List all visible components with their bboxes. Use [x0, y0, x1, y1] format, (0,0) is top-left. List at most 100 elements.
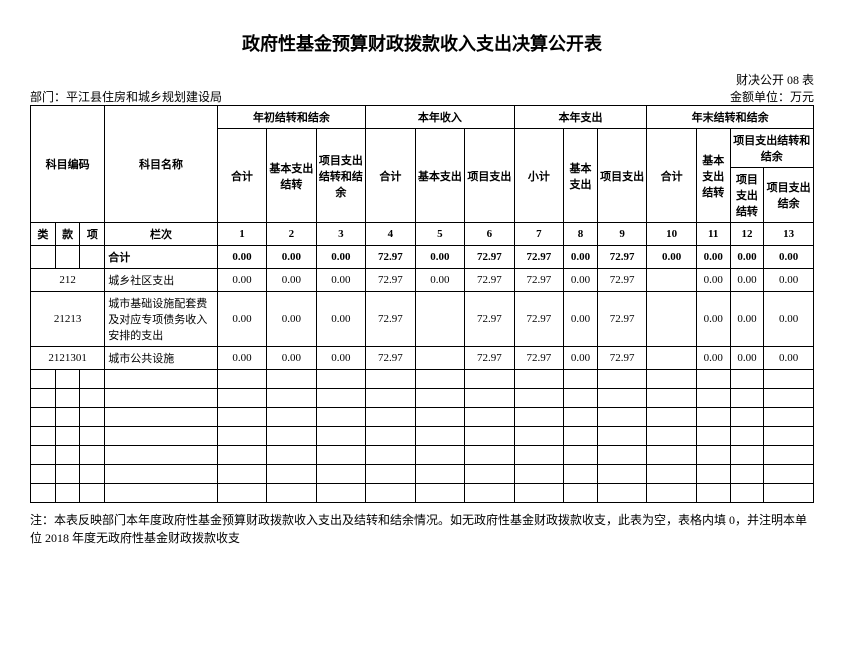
cell-empty: [415, 370, 464, 389]
cell-name: 合计: [105, 246, 217, 269]
cell-name: 城市基础设施配套费及对应专项债务收入安排的支出: [105, 292, 217, 347]
cell-empty: [597, 408, 647, 427]
cell-empty: [55, 408, 80, 427]
cell-value: 72.97: [597, 246, 647, 269]
cell-empty: [514, 408, 563, 427]
cell-empty: [465, 446, 515, 465]
colseq-10: 10: [647, 223, 696, 246]
hdr-proj-out-1: 项目支出: [465, 129, 515, 223]
cell-empty: [415, 389, 464, 408]
cell-empty: [465, 389, 515, 408]
hdr-basic-out-1: 基本支出: [415, 129, 464, 223]
cell-value: 72.97: [597, 347, 647, 370]
cell-code: [80, 246, 105, 269]
cell-empty: [696, 408, 730, 427]
cell-code: 212: [31, 269, 105, 292]
cell-empty: [597, 427, 647, 446]
cell-value: 0.00: [217, 246, 266, 269]
cell-empty: [597, 465, 647, 484]
cell-value: [415, 292, 464, 347]
cell-empty: [514, 427, 563, 446]
cell-empty: [55, 484, 80, 503]
hdr-basic-carry: 基本支出结转: [267, 129, 316, 223]
cell-empty: [31, 408, 56, 427]
cell-empty: [465, 465, 515, 484]
hdr-total-3: 合计: [647, 129, 696, 223]
cell-value: 0.00: [267, 246, 316, 269]
cell-empty: [267, 484, 316, 503]
cell-empty: [80, 408, 105, 427]
colseq-5: 5: [415, 223, 464, 246]
cell-name: 城乡社区支出: [105, 269, 217, 292]
cell-empty: [366, 427, 415, 446]
footnote: 注：本表反映部门本年度政府性基金预算财政拨款收入支出及结转和结余情况。如无政府性…: [30, 511, 814, 547]
cell-empty: [267, 446, 316, 465]
hdr-year-out: 本年支出: [514, 106, 647, 129]
cell-value: 72.97: [366, 292, 415, 347]
table-row: 合计0.000.000.0072.970.0072.9772.970.0072.…: [31, 246, 814, 269]
cell-value: 0.00: [267, 269, 316, 292]
hdr-sub: 项: [80, 223, 105, 246]
colseq-11: 11: [696, 223, 730, 246]
cell-code: 21213: [31, 292, 105, 347]
cell-empty: [514, 484, 563, 503]
cell-empty: [647, 370, 696, 389]
cell-value: [415, 347, 464, 370]
cell-value: 72.97: [465, 269, 515, 292]
cell-empty: [267, 370, 316, 389]
cell-value: 0.00: [564, 292, 598, 347]
cell-value: 72.97: [465, 347, 515, 370]
cell-empty: [217, 370, 266, 389]
cell-empty: [80, 427, 105, 446]
cell-empty: [564, 389, 598, 408]
cell-empty: [80, 370, 105, 389]
cell-empty: [366, 484, 415, 503]
cell-value: [647, 269, 696, 292]
hdr-class: 类: [31, 223, 56, 246]
cell-empty: [647, 389, 696, 408]
cell-empty: [597, 484, 647, 503]
page-title: 政府性基金预算财政拨款收入支出决算公开表: [30, 30, 814, 56]
hdr-proj-carry-bal: 项目支出结转和结余: [316, 129, 366, 223]
cell-empty: [597, 446, 647, 465]
hdr-year-in: 本年收入: [366, 106, 514, 129]
cell-value: 0.00: [764, 246, 814, 269]
cell-value: 0.00: [696, 292, 730, 347]
cell-empty: [80, 484, 105, 503]
cell-empty: [316, 389, 366, 408]
hdr-basic-carry-2: 基本支出结转: [696, 129, 730, 223]
colseq-3: 3: [316, 223, 366, 246]
cell-empty: [415, 484, 464, 503]
unit-label: 金额单位：万元: [730, 88, 814, 105]
cell-empty: [465, 370, 515, 389]
cell-empty: [730, 389, 764, 408]
colseq-13: 13: [764, 223, 814, 246]
meta-bottom: 部门：平江县住房和城乡规划建设局 金额单位：万元: [30, 88, 814, 105]
hdr-total-2: 合计: [366, 129, 415, 223]
cell-empty: [514, 446, 563, 465]
cell-value: 0.00: [316, 292, 366, 347]
cell-value: 0.00: [764, 347, 814, 370]
colseq-8: 8: [564, 223, 598, 246]
cell-empty: [316, 408, 366, 427]
hdr-colseq-label: 栏次: [105, 223, 217, 246]
cell-empty: [696, 446, 730, 465]
cell-empty: [764, 370, 814, 389]
hdr-subject-code: 科目编码: [31, 106, 105, 223]
cell-value: 0.00: [696, 269, 730, 292]
hdr-subtotal: 小计: [514, 129, 563, 223]
cell-value: 0.00: [316, 347, 366, 370]
cell-value: 72.97: [366, 269, 415, 292]
hdr-proj-carry: 项目支出结转: [730, 168, 764, 223]
table-row-empty: [31, 370, 814, 389]
cell-code: [31, 246, 56, 269]
colseq-1: 1: [217, 223, 266, 246]
dept-name: 平江县住房和城乡规划建设局: [66, 90, 222, 104]
cell-empty: [316, 427, 366, 446]
cell-value: 0.00: [267, 292, 316, 347]
cell-value: 72.97: [366, 246, 415, 269]
cell-value: 0.00: [764, 269, 814, 292]
cell-empty: [366, 389, 415, 408]
cell-empty: [80, 446, 105, 465]
cell-empty: [55, 427, 80, 446]
